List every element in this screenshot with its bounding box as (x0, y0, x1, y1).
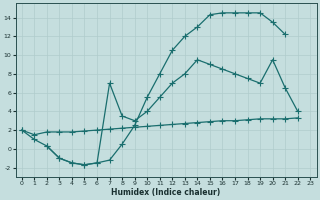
X-axis label: Humidex (Indice chaleur): Humidex (Indice chaleur) (111, 188, 221, 197)
